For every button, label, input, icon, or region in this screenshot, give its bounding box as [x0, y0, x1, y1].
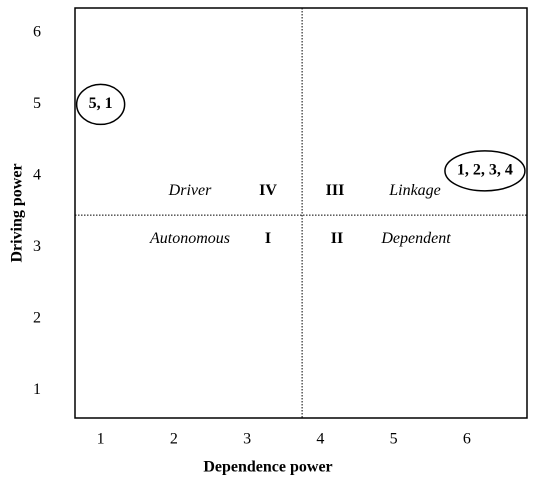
quadrant-numeral: III — [326, 182, 345, 199]
y-axis-label: Driving power — [9, 163, 26, 262]
y-tick-label: 1 — [33, 381, 41, 398]
y-tick-label: 6 — [33, 24, 41, 41]
point-circle — [75, 83, 126, 126]
quadrant-name: Linkage — [388, 182, 441, 199]
quadrant-name: Driver — [168, 182, 212, 199]
plot-frame — [74, 7, 528, 419]
point-label: 5, 1 — [89, 95, 113, 112]
quadrant-numeral: II — [331, 230, 343, 247]
quadrant-numeral: I — [265, 230, 271, 247]
y-tick-label: 4 — [33, 167, 41, 184]
x-tick-label: 5 — [390, 431, 398, 448]
quadrant-name: Dependent — [380, 230, 451, 247]
point-label: 1, 2, 3, 4 — [457, 162, 513, 179]
y-tick-label: 3 — [33, 238, 41, 255]
x-tick-label: 2 — [170, 431, 178, 448]
quadrant-name: Autonomous — [149, 230, 230, 247]
x-axis-label: Dependence power — [203, 459, 332, 476]
x-tick-label: 1 — [97, 431, 105, 448]
x-tick-label: 3 — [243, 431, 251, 448]
y-tick-label: 2 — [33, 309, 41, 326]
x-tick-label: 4 — [316, 431, 324, 448]
y-tick-label: 5 — [33, 95, 41, 112]
point-circle — [444, 150, 526, 192]
quadrant-numeral: IV — [259, 182, 277, 199]
x-tick-label: 6 — [463, 431, 471, 448]
